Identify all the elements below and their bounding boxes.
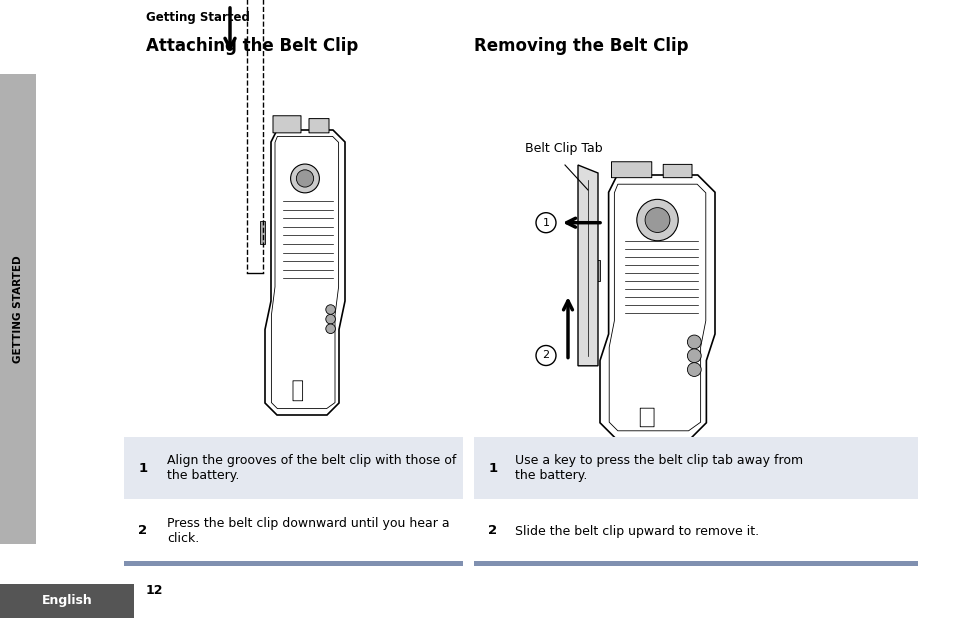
FancyBboxPatch shape [611,162,651,177]
Circle shape [296,170,314,187]
Polygon shape [599,175,714,440]
Text: Removing the Belt Clip: Removing the Belt Clip [474,37,688,55]
Text: Press the belt clip downward until you hear a
click.: Press the belt clip downward until you h… [167,517,449,545]
Polygon shape [265,130,345,415]
Text: 1: 1 [542,218,549,227]
Circle shape [536,213,556,233]
Text: 1: 1 [488,462,497,475]
FancyBboxPatch shape [0,74,36,544]
FancyBboxPatch shape [474,561,917,566]
Circle shape [326,305,335,315]
Circle shape [687,335,700,349]
Text: Use a key to press the belt clip tab away from
the battery.: Use a key to press the belt clip tab awa… [515,454,802,482]
Circle shape [326,315,335,324]
FancyBboxPatch shape [260,221,265,244]
Circle shape [644,208,669,232]
Text: 1: 1 [138,462,148,475]
FancyBboxPatch shape [662,164,691,177]
FancyBboxPatch shape [593,260,599,281]
Text: GETTING STARTED: GETTING STARTED [13,255,23,363]
Polygon shape [578,165,598,366]
Text: 2: 2 [542,350,549,360]
Text: English: English [41,594,92,607]
Text: Align the grooves of the belt clip with those of
the battery.: Align the grooves of the belt clip with … [167,454,456,482]
FancyBboxPatch shape [273,116,301,133]
Circle shape [536,345,556,365]
FancyBboxPatch shape [0,584,133,618]
FancyBboxPatch shape [309,119,329,133]
Circle shape [637,200,678,241]
Circle shape [291,164,319,193]
FancyBboxPatch shape [474,437,917,499]
FancyBboxPatch shape [639,408,654,427]
Text: 2: 2 [138,525,148,538]
Text: Slide the belt clip upward to remove it.: Slide the belt clip upward to remove it. [515,525,759,538]
Text: 12: 12 [146,584,163,597]
Text: Getting Started: Getting Started [146,11,250,24]
Circle shape [687,349,700,363]
FancyBboxPatch shape [124,561,462,566]
Circle shape [687,363,700,376]
Circle shape [326,324,335,334]
Text: Attaching the Belt Clip: Attaching the Belt Clip [146,37,357,55]
Text: 2: 2 [488,525,497,538]
Text: Belt Clip Tab: Belt Clip Tab [524,142,602,155]
FancyBboxPatch shape [293,381,302,400]
FancyBboxPatch shape [124,437,462,499]
